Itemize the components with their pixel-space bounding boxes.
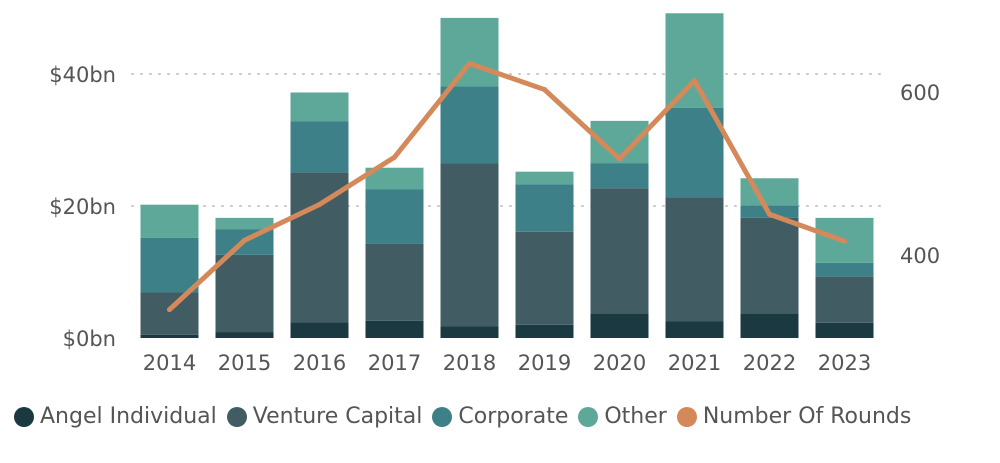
bar-segment-venture-capital [515, 231, 574, 325]
bar-segment-angel-individual [740, 313, 799, 338]
line-point [842, 238, 847, 244]
y-right-tick-label: 600 [900, 81, 940, 105]
bar-segment-corporate [590, 163, 649, 189]
bar-segment-angel-individual [290, 322, 349, 338]
bar-segment-corporate [515, 184, 574, 232]
legend-marker [226, 406, 247, 427]
legend-label: Other [604, 404, 667, 429]
y-left-tick-label: $40bn [49, 63, 116, 87]
bar-segment-angel-individual [515, 324, 574, 338]
bar-segment-corporate [440, 86, 499, 164]
line-point [392, 154, 397, 160]
x-tick-label: 2023 [818, 351, 871, 375]
bar-segment-venture-capital [215, 254, 274, 333]
line-point [167, 307, 172, 313]
bar-segment-corporate [815, 262, 874, 277]
line-point [467, 60, 472, 66]
line-number-of-rounds [167, 60, 847, 313]
bar-segment-other [290, 92, 349, 122]
legend-label: Corporate [458, 404, 569, 429]
x-tick-label: 2015 [218, 351, 271, 375]
bar-segment-other [515, 171, 574, 185]
bar-segment-other [215, 217, 274, 230]
bar-segment-corporate [140, 237, 199, 293]
legend-label: Venture Capital [252, 404, 423, 429]
legend-item: Angel Individual [14, 404, 217, 429]
bar-segment-angel-individual [815, 322, 874, 338]
bar-segment-other [365, 167, 424, 190]
bar-segment-venture-capital [440, 163, 499, 327]
line-point [692, 78, 697, 84]
legend: Angel Individual Venture Capital Corporate… [14, 404, 921, 429]
line-point [317, 201, 322, 207]
bar-segment-angel-individual [365, 320, 424, 338]
x-tick-label: 2021 [668, 351, 721, 375]
legend-marker [432, 406, 453, 427]
x-tick-label: 2017 [368, 351, 421, 375]
x-tick-label: 2016 [293, 351, 346, 375]
bar-segment-venture-capital [290, 172, 349, 323]
x-tick-label: 2022 [743, 351, 796, 375]
bar-segment-other [140, 204, 199, 238]
bar-segment-angel-individual [440, 326, 499, 338]
bar-segment-venture-capital [590, 188, 649, 314]
bar-segment-other [440, 17, 499, 87]
bar-segment-venture-capital [815, 276, 874, 323]
bar-segment-venture-capital [740, 217, 799, 314]
y-left-tick-label: $20bn [49, 195, 116, 219]
legend-label: Number Of Rounds [702, 404, 912, 429]
legend-item: Other [578, 404, 667, 429]
x-tick-label: 2014 [143, 351, 196, 375]
legend-item: Venture Capital [226, 404, 423, 429]
bar-segment-corporate [365, 189, 424, 244]
bar-segment-corporate [665, 107, 724, 198]
legend-marker [676, 406, 697, 427]
line-point [242, 237, 247, 243]
bar-segment-angel-individual [140, 334, 199, 338]
legend-marker [14, 406, 34, 427]
line-point [617, 156, 622, 162]
chart-svg: $0bn $20bn $40bn 400 600 2014 2015 2016 2017 2018… [49, 13, 940, 375]
bar-segment-angel-individual [215, 332, 274, 338]
bar-segment-other [665, 13, 724, 108]
y-left-tick-label: $0bn [63, 327, 116, 351]
bar-segment-venture-capital [665, 197, 724, 322]
x-tick-label: 2018 [443, 351, 496, 375]
legend-label: Angel Individual [40, 404, 217, 429]
legend-marker [578, 406, 599, 427]
line-point [767, 211, 772, 217]
line-point [542, 87, 547, 93]
legend-item: Corporate [432, 404, 568, 429]
bar-segment-venture-capital [365, 243, 424, 321]
bar-segment-angel-individual [590, 313, 649, 338]
y-right-tick-label: 400 [900, 244, 940, 268]
legend-item: Number Of Rounds [676, 404, 912, 429]
bar-segment-angel-individual [665, 321, 724, 338]
x-tick-label: 2019 [518, 351, 571, 375]
bar-segment-venture-capital [140, 292, 199, 335]
bar-segment-corporate [290, 121, 349, 173]
x-tick-label: 2020 [593, 351, 646, 375]
